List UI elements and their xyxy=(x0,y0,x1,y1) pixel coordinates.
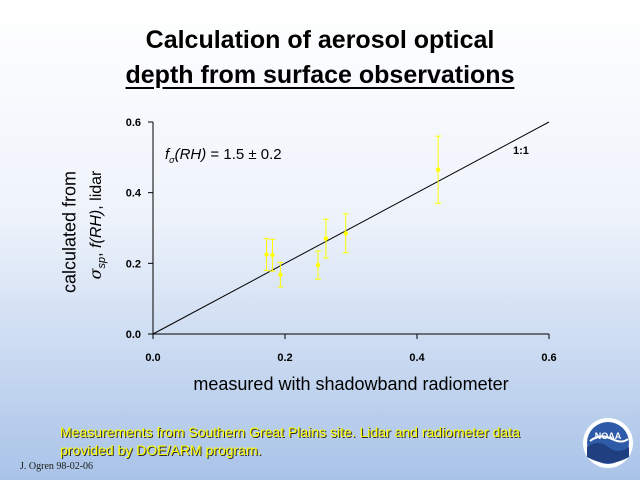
data-point xyxy=(270,253,275,258)
logo-text: NOAA xyxy=(595,431,622,441)
one-to-one-label: 1:1 xyxy=(513,145,529,157)
data-point xyxy=(315,262,321,268)
y-tick-label: 0.2 xyxy=(126,258,141,270)
data-layer xyxy=(152,121,550,335)
x-axis-label: measured with shadowband radiometer xyxy=(193,374,509,394)
ylabel-function: f(RH) xyxy=(88,209,105,248)
annotation-sub: σ xyxy=(169,155,175,165)
noaa-logo: NOAA xyxy=(583,418,633,468)
data-point xyxy=(343,231,348,236)
title-line-2: depth from surface observations xyxy=(125,61,515,89)
y-tick-label: 0.6 xyxy=(126,117,141,129)
sigma-symbol: σ xyxy=(86,268,105,280)
annotation-rest: (RH) xyxy=(174,146,207,163)
fit-annotation: fσ(RH) = 1.5 ± 0.2 xyxy=(165,146,282,165)
data-point xyxy=(264,252,269,257)
y-tick-label: 0.0 xyxy=(126,329,141,341)
x-tick-label: 0.0 xyxy=(145,352,160,364)
ylabel-tail: , lidar xyxy=(88,170,105,210)
annotation-value: = 1.5 ± 0.2 xyxy=(206,146,282,163)
data-point xyxy=(278,272,283,277)
sigma-subscript: sp xyxy=(96,256,108,269)
one-to-one-line xyxy=(152,121,550,335)
title-line-1: Calculation of aerosol optical xyxy=(145,26,495,54)
data-point xyxy=(435,167,441,172)
author-credit: J. Ogren 98-02-06 xyxy=(20,461,94,472)
tick-group: 0.0 0.2 0.4 0.6 0.0 0.2 0.4 0.6 xyxy=(126,117,557,364)
annotation-f: f xyxy=(165,146,170,163)
caption: Measurements from Southern Great Plains … xyxy=(60,424,520,458)
y-tick-label: 0.4 xyxy=(126,188,142,200)
x-tick-label: 0.2 xyxy=(277,352,292,364)
y-axis-label-line2: σsp, f(RH), lidar xyxy=(86,171,108,280)
data-point xyxy=(323,236,329,241)
x-tick-label: 0.4 xyxy=(409,352,425,364)
y-axis-label-line1: calculated from xyxy=(59,170,80,294)
x-tick-label: 0.6 xyxy=(541,352,556,364)
ylabel-separator: , xyxy=(88,247,105,257)
